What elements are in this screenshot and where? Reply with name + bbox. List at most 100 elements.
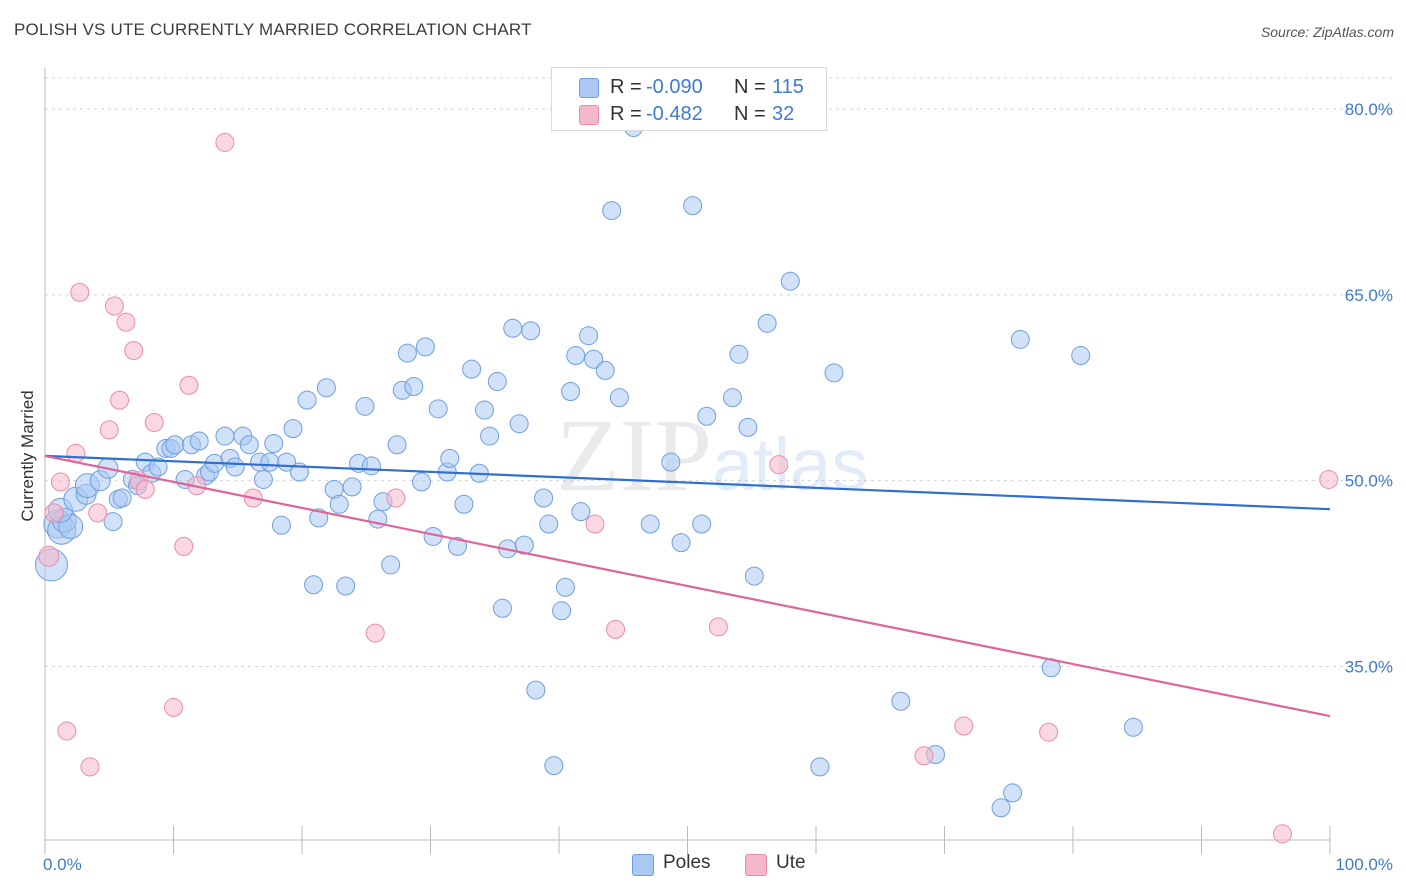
n-value: 115 xyxy=(772,76,804,98)
ute-point xyxy=(50,472,70,492)
r-label: R = xyxy=(610,103,642,125)
poles-point xyxy=(480,426,500,446)
poles-swatch xyxy=(632,854,654,876)
poles-point xyxy=(440,448,460,468)
ute-trend-line xyxy=(44,454,1331,718)
poles-point xyxy=(561,381,581,401)
poles-point xyxy=(260,452,280,472)
ute-point xyxy=(44,503,64,523)
poles-point xyxy=(640,514,660,534)
poles-point xyxy=(428,399,448,419)
poles-point xyxy=(671,533,691,553)
y-tick-label: 50.0% xyxy=(1345,472,1393,491)
r-value: -0.482 xyxy=(646,103,703,125)
poles-point xyxy=(487,372,507,392)
poles-point xyxy=(534,488,554,508)
poles-point xyxy=(447,536,467,556)
ute-point xyxy=(124,341,144,361)
poles-point xyxy=(397,343,417,363)
y-tick-label: 80.0% xyxy=(1345,100,1393,119)
y-tick-label: 65.0% xyxy=(1345,286,1393,305)
poles-point xyxy=(810,757,830,777)
ute-point xyxy=(769,455,789,475)
watermark: ZIP atlas xyxy=(556,398,868,513)
poles-point xyxy=(329,494,349,514)
ute-point xyxy=(80,757,100,777)
poles-point xyxy=(189,431,209,451)
legend-row-ute: R = -0.482 N = 32 xyxy=(552,102,826,128)
ute-point xyxy=(215,132,235,152)
poles-point xyxy=(112,488,132,508)
poles-point xyxy=(1071,346,1091,366)
ute-point xyxy=(57,721,77,741)
poles-point xyxy=(381,555,401,575)
tick-labels: 35.0% 50.0% 65.0% 80.0% 0.0% 100.0% xyxy=(43,100,1393,874)
poles-point xyxy=(148,457,168,477)
ute-point xyxy=(386,488,406,508)
poles-point xyxy=(304,575,324,595)
ute-point xyxy=(88,503,108,523)
y-axis-label: Currently Married xyxy=(18,390,37,521)
ute-point xyxy=(606,619,626,639)
poles-point xyxy=(683,196,703,216)
poles-point xyxy=(697,406,717,426)
ute-point xyxy=(179,375,199,395)
series-ute xyxy=(38,132,1339,844)
poles-point xyxy=(387,435,407,455)
poles-point xyxy=(539,514,559,534)
ute-swatch xyxy=(579,105,599,125)
poles-point xyxy=(602,201,622,221)
poles-point xyxy=(514,535,534,555)
ute-point xyxy=(1039,722,1059,742)
poles-point xyxy=(297,390,317,410)
ute-point xyxy=(116,312,136,332)
ute-point xyxy=(365,623,385,643)
poles-point xyxy=(595,360,615,380)
ute-point xyxy=(1272,824,1292,844)
poles-point xyxy=(579,326,599,346)
watermark-atlas: atlas xyxy=(712,423,868,506)
ute-point xyxy=(104,296,124,316)
poles-point xyxy=(103,512,123,532)
x-tick-label-min: 0.0% xyxy=(43,855,82,874)
poles-point xyxy=(415,337,435,357)
correlation-legend: R = -0.090 N = 115 R = -0.482 N = 32 xyxy=(551,67,827,131)
poles-point xyxy=(722,388,742,408)
ute-point xyxy=(174,536,194,556)
poles-point xyxy=(729,344,749,364)
poles-point xyxy=(239,435,259,455)
legend-label-ute: Ute xyxy=(776,852,806,873)
x-tick-label-max: 100.0% xyxy=(1335,855,1393,874)
poles-point xyxy=(361,456,381,476)
poles-point xyxy=(165,435,185,455)
poles-point xyxy=(474,400,494,420)
poles-point xyxy=(555,577,575,597)
poles-point xyxy=(509,414,529,434)
ute-point xyxy=(110,390,130,410)
poles-trend-line xyxy=(44,454,1331,511)
trend-lines xyxy=(44,454,1331,718)
poles-point xyxy=(824,363,844,383)
poles-swatch xyxy=(579,78,599,98)
n-label: N = xyxy=(734,103,766,125)
poles-point xyxy=(215,426,235,446)
poles-point xyxy=(336,576,356,596)
poles-point xyxy=(412,472,432,492)
ute-point xyxy=(954,716,974,736)
poles-point xyxy=(521,321,541,341)
ute-point xyxy=(164,697,183,717)
grid-lines xyxy=(45,77,1395,668)
poles-point xyxy=(526,680,546,700)
ute-point xyxy=(144,412,164,432)
n-value: 32 xyxy=(772,103,795,125)
series-poles xyxy=(34,118,1143,818)
poles-point xyxy=(744,566,764,586)
poles-point xyxy=(264,434,284,454)
r-label: R = xyxy=(610,76,642,98)
poles-point xyxy=(544,756,564,776)
poles-point xyxy=(316,378,336,398)
r-value: -0.090 xyxy=(646,76,703,98)
poles-point xyxy=(692,514,712,534)
poles-point xyxy=(253,469,273,489)
